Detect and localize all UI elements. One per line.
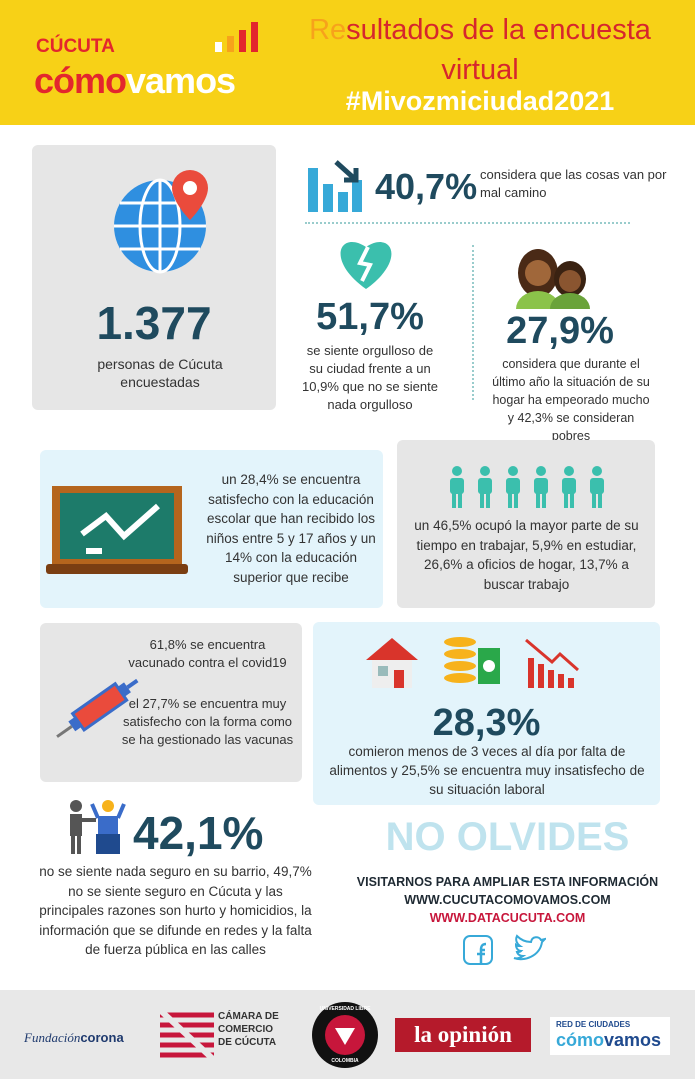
- stat-value: 27,9%: [506, 310, 614, 352]
- logo-text: cómovamos: [556, 1030, 661, 1051]
- stat-value: 28,3%: [432, 702, 541, 744]
- brand: cómovamos: [34, 60, 236, 102]
- stat-text: comieron menos de 3 veces al día por fal…: [329, 744, 645, 797]
- divider: [472, 245, 474, 400]
- camara-icon: [160, 1010, 214, 1060]
- stat-value: 40,7%: [375, 166, 478, 207]
- economy-icons: [366, 637, 579, 688]
- brand-icon: [215, 22, 258, 52]
- card: [397, 440, 655, 608]
- title: Resultados de la encuesta virtual: [290, 10, 670, 90]
- logo-text: cómo: [556, 1030, 605, 1050]
- hashtag: #Mivozmiciudad2021: [345, 86, 615, 116]
- logo-text: COLOMBIA: [331, 1058, 359, 1064]
- security-icon: [70, 800, 126, 854]
- stat-value: 1.377: [96, 297, 212, 349]
- heart-icon: [340, 242, 392, 289]
- stat-text: considera que las cosas van por mal cami…: [480, 167, 667, 200]
- stat-value: 42,1%: [133, 807, 264, 859]
- logo-text: UNIVERSIDAD LIBRE: [319, 1006, 371, 1012]
- workers-icon: [450, 466, 604, 508]
- logo-red: [550, 1017, 670, 1055]
- logo-text: corona: [80, 1030, 124, 1045]
- stat-text: un 46,5% ocupó la mayor parte de su tiem…: [414, 518, 639, 592]
- stat-text: un 28,4% se encuentra satisfecho con la …: [206, 472, 376, 585]
- reminder-title: NO OLVIDES: [385, 815, 630, 859]
- brand-top: CÚCUTA: [36, 36, 115, 57]
- bars-icon: [308, 160, 362, 212]
- reminder-line: VISITARNOS PARA AMPLIAR ESTA INFORMACIÓN: [356, 875, 659, 889]
- stat-text: se siente orgulloso de su ciudad frente …: [302, 343, 438, 412]
- globe-icon: [114, 170, 208, 274]
- unilibre-icon: [312, 1002, 378, 1068]
- logo-corona: Fundacióncorona: [24, 1030, 124, 1046]
- logo-camara: CÁMARA DE COMERCIO DE CÚCUTA: [218, 1011, 279, 1048]
- reminder-url[interactable]: WWW.CUCUTACOMOVAMOS.COM: [404, 893, 611, 907]
- header: [0, 0, 695, 125]
- brand-vamos: vamos: [126, 60, 236, 101]
- stat-value: 51,7%: [316, 296, 424, 338]
- title-prefix: Re: [309, 14, 347, 46]
- stat-text: el 27,7% se encuentra muy satisfecho con…: [121, 696, 294, 747]
- card: [40, 623, 302, 782]
- brand-como: cómo: [34, 60, 127, 101]
- logo-opinion: la opinión: [395, 1018, 531, 1052]
- divider: [305, 222, 630, 224]
- logo-text: Fundación: [24, 1030, 81, 1045]
- syringe-icon: [56, 678, 139, 738]
- stat-text: no se siente nada seguro en su barrio, 4…: [39, 864, 312, 957]
- reminder-url[interactable]: WWW.DATACUCUTA.COM: [429, 911, 586, 925]
- logo-text: RED DE CIUDADES: [556, 1020, 631, 1029]
- stat-text: 61,8% se encuentra vacunado contra el co…: [128, 637, 287, 670]
- stat-text: considera que durante el último año la s…: [492, 357, 650, 443]
- chalkboard-icon: [46, 486, 188, 574]
- social-icons[interactable]: [462, 934, 546, 968]
- logo-text: vamos: [604, 1030, 662, 1050]
- title-rest: sultados de la encuesta virtual: [346, 14, 651, 86]
- people-icon: [516, 249, 590, 309]
- stat-text: personas de Cúcuta encuestadas: [97, 356, 223, 390]
